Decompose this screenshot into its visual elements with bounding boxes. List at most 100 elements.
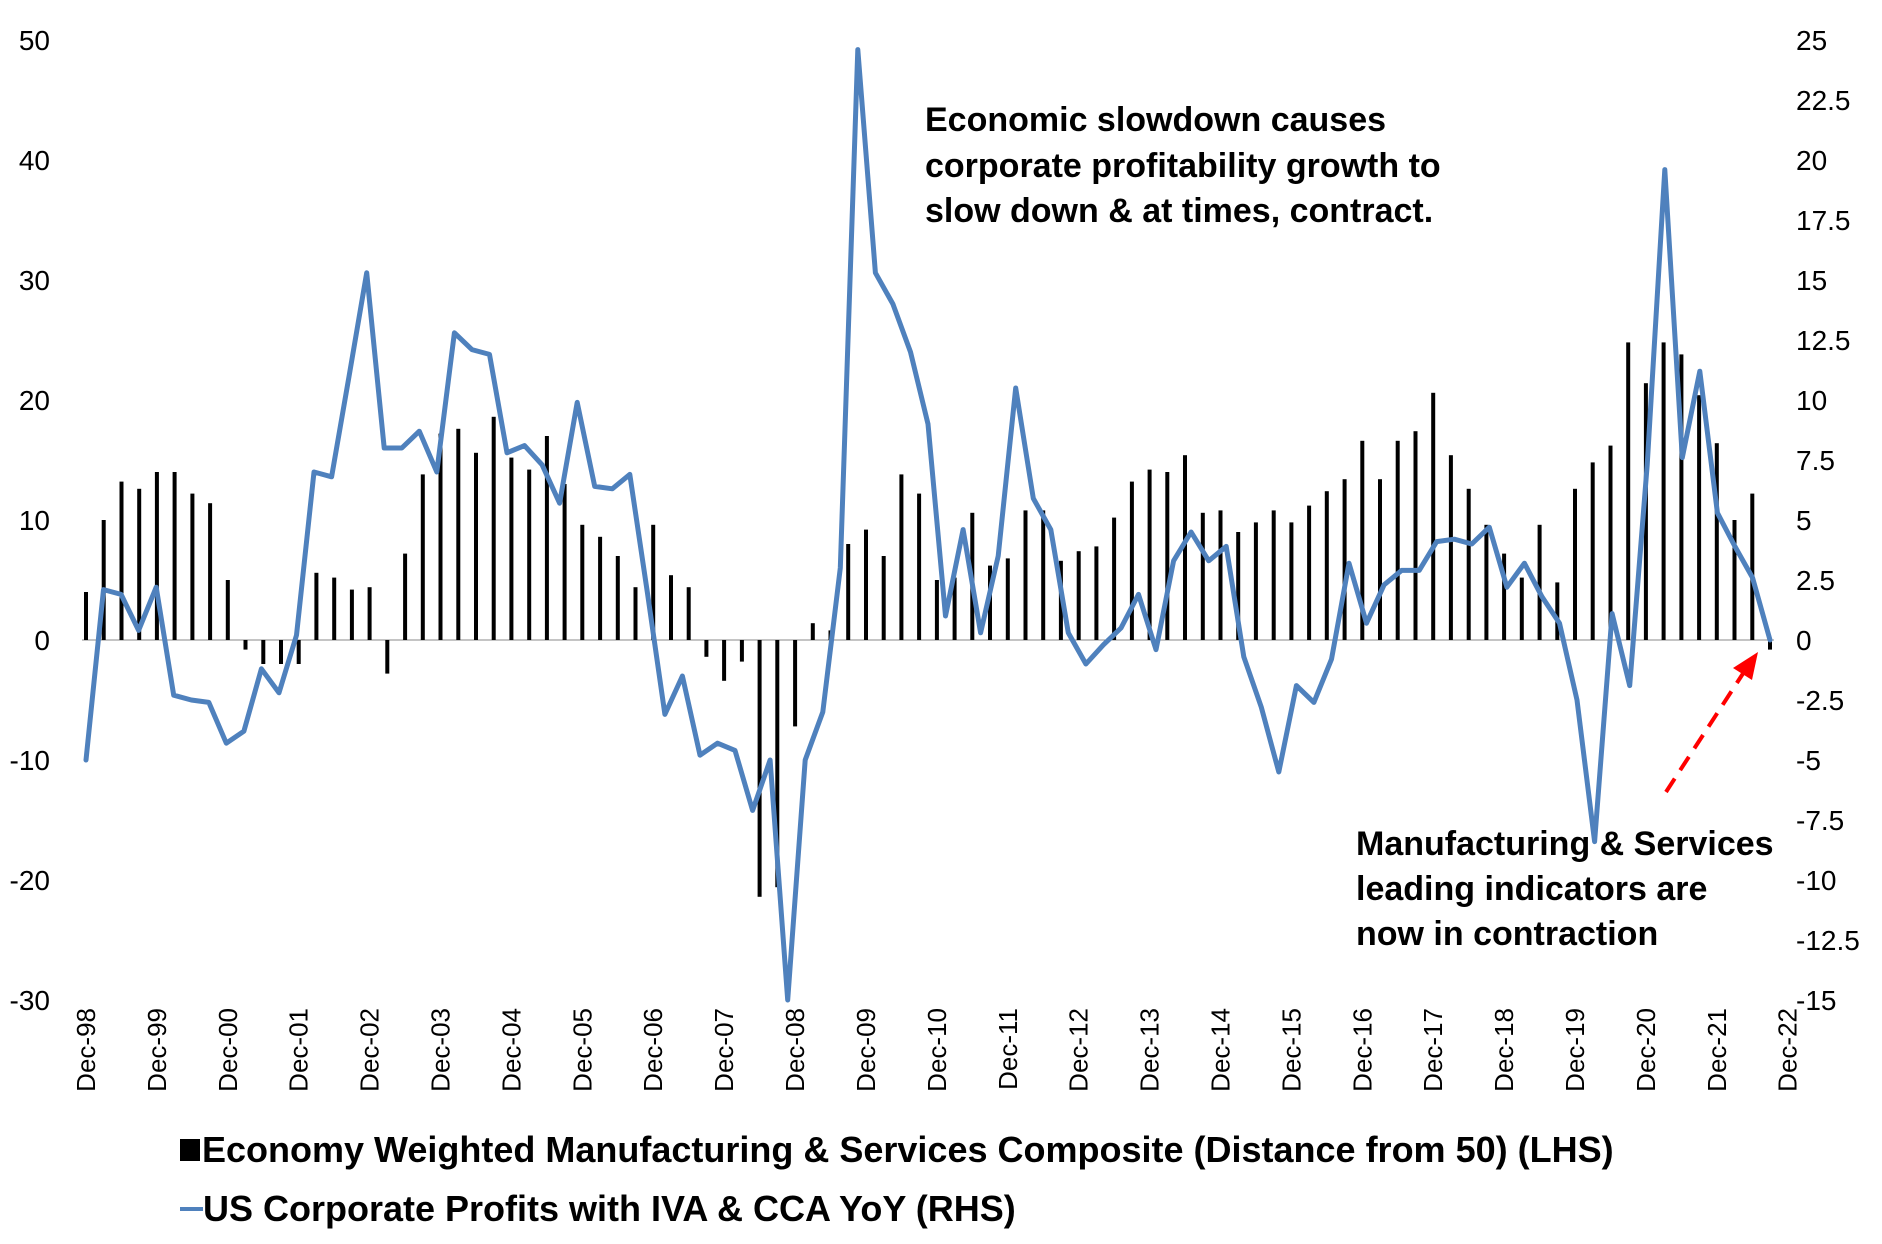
bar-mark bbox=[385, 640, 390, 674]
bar-mark bbox=[722, 640, 727, 681]
bar-mark bbox=[420, 474, 425, 640]
x-tick-label: Dec-18 bbox=[1489, 1008, 1519, 1092]
bar-mark bbox=[527, 469, 532, 640]
bar-mark bbox=[651, 524, 656, 640]
bar-mark bbox=[1555, 582, 1560, 640]
x-tick-label: Dec-16 bbox=[1347, 1008, 1377, 1092]
bar-mark bbox=[580, 524, 585, 640]
bar-mark bbox=[934, 580, 939, 640]
x-tick-label: Dec-19 bbox=[1560, 1008, 1590, 1092]
bar-mark bbox=[509, 457, 514, 640]
bar-mark bbox=[1147, 469, 1152, 640]
left-tick-label: -20 bbox=[10, 865, 50, 896]
x-tick-label: Dec-09 bbox=[851, 1008, 881, 1092]
bar-mark bbox=[314, 572, 319, 640]
bar-mark bbox=[1076, 551, 1081, 640]
bar-mark bbox=[1395, 440, 1400, 640]
x-tick-label: Dec-03 bbox=[426, 1008, 456, 1092]
bar-mark bbox=[793, 640, 798, 727]
left-tick-label: 50 bbox=[19, 25, 50, 56]
x-tick-label: Dec-21 bbox=[1702, 1008, 1732, 1092]
bar-mark bbox=[615, 556, 620, 640]
bar-mark bbox=[1200, 512, 1205, 640]
right-tick-label: 10 bbox=[1796, 385, 1827, 416]
x-tick-label: Dec-98 bbox=[71, 1008, 101, 1092]
right-tick-label: -2.5 bbox=[1796, 685, 1844, 716]
right-tick-label: 15 bbox=[1796, 265, 1827, 296]
bar-mark bbox=[1519, 577, 1524, 640]
right-tick-label: 20 bbox=[1796, 145, 1827, 176]
x-tick-label: Dec-22 bbox=[1773, 1008, 1803, 1092]
left-tick-label: 0 bbox=[34, 625, 50, 656]
contraction-arrow-head bbox=[1733, 652, 1758, 680]
right-tick-label: -12.5 bbox=[1796, 925, 1860, 956]
bar-mark bbox=[704, 640, 709, 657]
bar-mark bbox=[881, 556, 886, 640]
bar-mark bbox=[1183, 455, 1187, 640]
bar-mark bbox=[261, 640, 266, 664]
bar-mark bbox=[1466, 488, 1471, 640]
bar-mark bbox=[84, 592, 88, 640]
left-axis-ticks: 50 40 30 20 10 0 -10 -20 -30 bbox=[10, 25, 50, 1016]
bar-mark bbox=[456, 428, 461, 640]
bar-mark bbox=[367, 587, 372, 640]
bar-mark bbox=[1271, 510, 1276, 640]
bar-mark bbox=[1307, 505, 1312, 640]
left-tick-label: -10 bbox=[10, 745, 50, 776]
right-tick-label: 25 bbox=[1796, 25, 1827, 56]
bar-mark bbox=[1484, 524, 1489, 640]
bar-mark bbox=[1413, 431, 1418, 640]
bar-mark bbox=[846, 544, 851, 640]
bar-mark bbox=[544, 436, 549, 640]
annotation-slowdown-line-2: corporate profitability growth to bbox=[925, 147, 1441, 185]
right-tick-label: 7.5 bbox=[1796, 445, 1835, 476]
bar-mark bbox=[917, 493, 922, 640]
bar-mark bbox=[1129, 481, 1134, 640]
bar-mark bbox=[1378, 479, 1382, 640]
bar-mark bbox=[137, 488, 142, 640]
annotation-slowdown-line-3: slow down & at times, contract. bbox=[925, 192, 1433, 230]
bar-mark bbox=[190, 493, 195, 640]
bar-mark bbox=[899, 474, 904, 640]
x-axis-ticks: Dec-98 Dec-99 Dec-00 Dec-01 Dec-02 Dec-03 Dec-… bbox=[71, 1008, 1803, 1092]
x-tick-label: Dec-20 bbox=[1631, 1008, 1661, 1092]
x-tick-label: Dec-02 bbox=[355, 1008, 385, 1092]
x-tick-label: Dec-08 bbox=[780, 1008, 810, 1092]
x-tick-label: Dec-10 bbox=[922, 1008, 952, 1092]
bar-mark bbox=[208, 503, 213, 640]
bar-mark bbox=[349, 589, 354, 640]
x-tick-label: Dec-05 bbox=[567, 1008, 597, 1092]
left-tick-label: 30 bbox=[19, 265, 50, 296]
right-tick-label: -7.5 bbox=[1796, 805, 1844, 836]
bar-mark bbox=[952, 577, 957, 640]
legend-line-label: US Corporate Profits with IVA & CCA YoY … bbox=[203, 1188, 1016, 1229]
bar-mark bbox=[1573, 488, 1577, 640]
right-tick-label: 0 bbox=[1796, 625, 1812, 656]
bar-mark bbox=[438, 433, 443, 640]
left-tick-label: -30 bbox=[10, 985, 50, 1016]
annotation-contraction-line-1: Manufacturing & Services bbox=[1356, 825, 1774, 863]
bar-mark bbox=[1005, 558, 1010, 640]
bar-mark bbox=[1289, 522, 1294, 640]
bar-mark bbox=[1714, 443, 1719, 640]
bar-mark bbox=[296, 640, 301, 664]
bar-mark bbox=[598, 536, 603, 640]
bar-mark bbox=[474, 452, 478, 640]
bar-mark bbox=[1342, 479, 1347, 640]
bar-mark bbox=[864, 529, 868, 640]
bar-mark bbox=[225, 580, 230, 640]
x-tick-label: Dec-06 bbox=[638, 1008, 668, 1092]
bar-mark bbox=[1165, 472, 1170, 640]
bar-mark bbox=[119, 481, 124, 640]
bar-mark bbox=[1537, 524, 1542, 640]
bar-mark bbox=[562, 484, 567, 640]
bar-mark bbox=[1626, 342, 1631, 640]
bar-mark bbox=[154, 472, 159, 640]
bar-mark bbox=[279, 640, 283, 664]
bar-mark bbox=[1112, 517, 1117, 640]
bar-mark bbox=[1608, 445, 1613, 640]
right-tick-label: 12.5 bbox=[1796, 325, 1851, 356]
bar-mark bbox=[1253, 522, 1258, 640]
bar-mark bbox=[243, 640, 248, 650]
